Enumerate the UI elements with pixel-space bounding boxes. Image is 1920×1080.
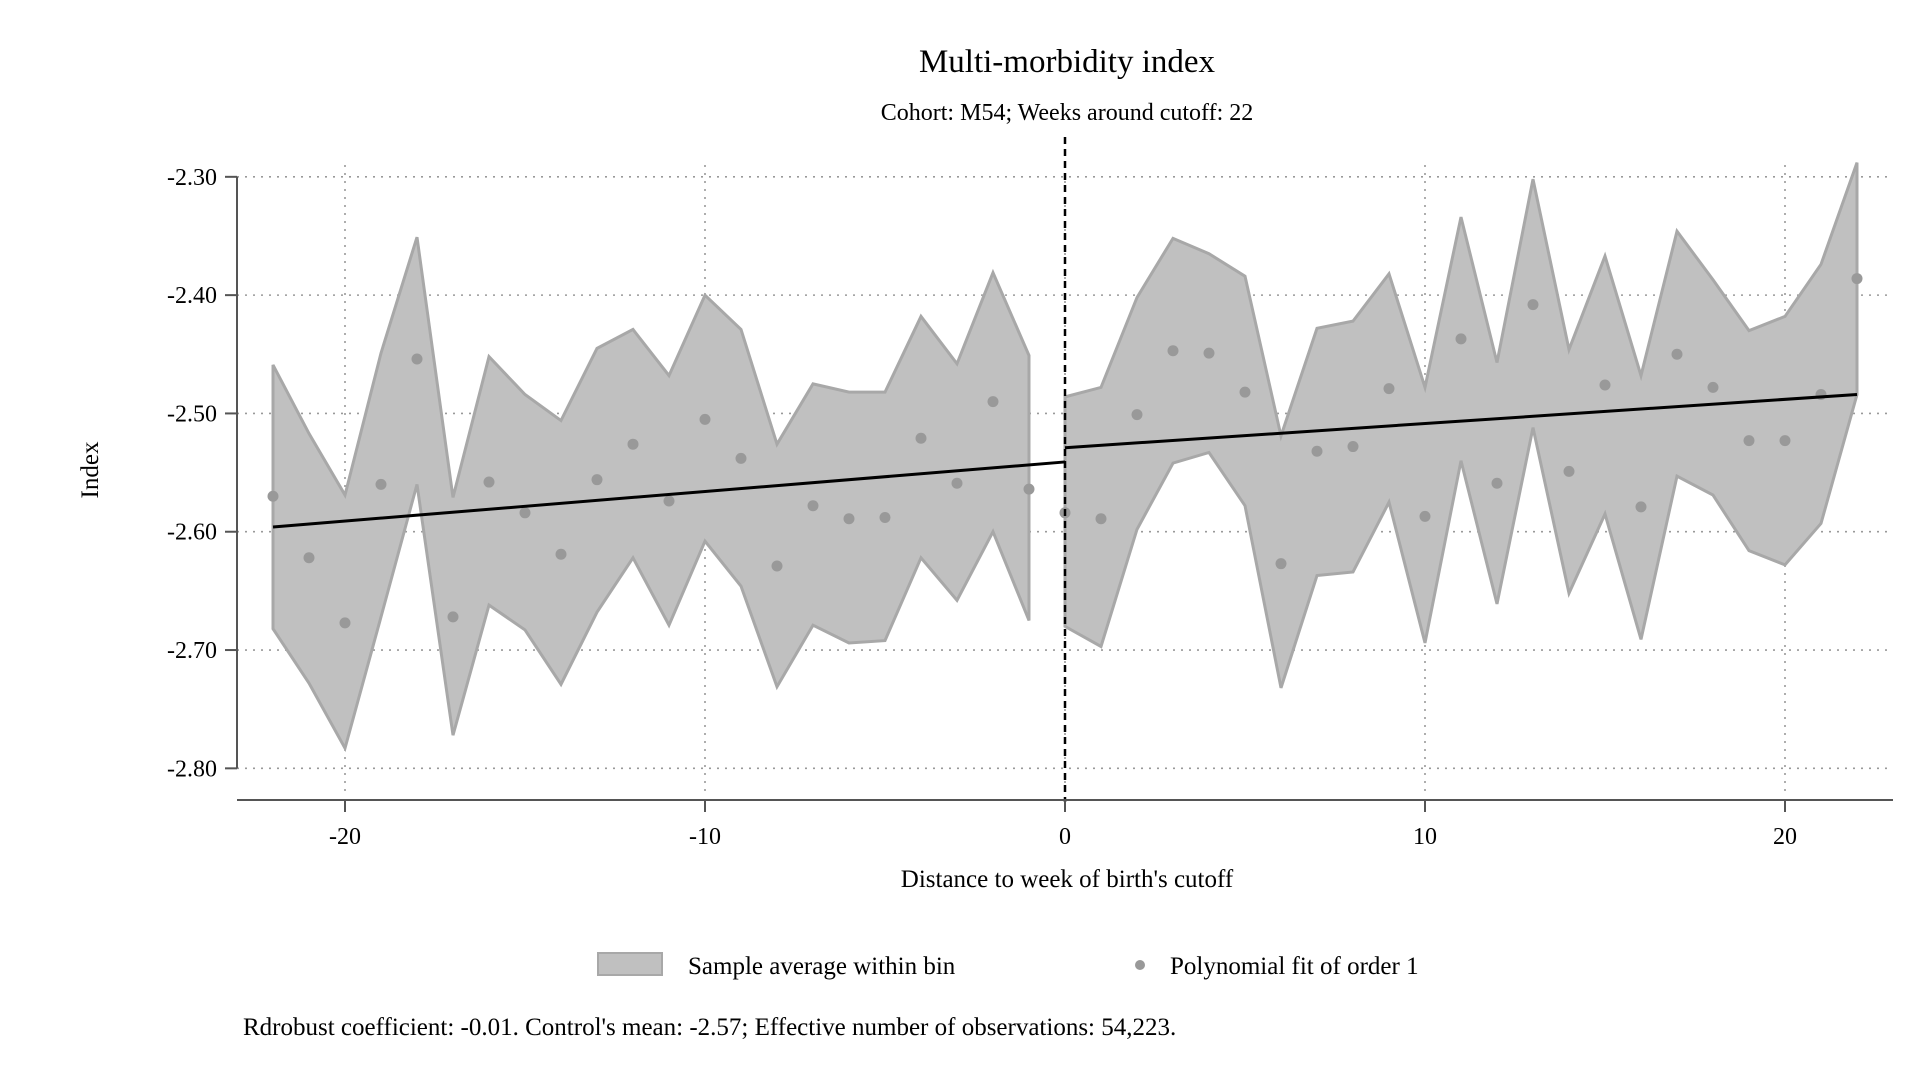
bin-point [987, 396, 999, 408]
bin-point [1203, 347, 1215, 359]
footnote: Rdrobust coefficient: -0.01. Control's m… [243, 1014, 1176, 1041]
bin-point [1851, 273, 1863, 285]
bin-point [807, 500, 819, 512]
legend-band-swatch [597, 952, 663, 976]
bin-point [771, 560, 783, 572]
bin-point [303, 552, 315, 564]
x-axis-title: Distance to week of birth's cutoff [901, 866, 1234, 893]
bin-point [1275, 558, 1287, 570]
y-tick-label: -2.50 [167, 401, 217, 427]
bin-point [591, 474, 603, 486]
x-tick-label: 0 [1059, 824, 1071, 850]
y-axis-title: Index [77, 441, 104, 498]
bin-point [1635, 501, 1647, 513]
y-tick-label: -2.30 [167, 165, 217, 191]
bin-point [1563, 465, 1575, 477]
bin-point [375, 478, 387, 490]
bin-point [1419, 510, 1431, 522]
x-tick-label: -10 [689, 824, 721, 850]
fit-lines [272, 393, 1858, 529]
x-tick-label: -20 [329, 824, 361, 850]
bin-point [267, 490, 279, 502]
fit-line-left [272, 460, 1066, 529]
band-right [1063, 162, 1859, 689]
y-tick-label: -2.40 [167, 283, 217, 309]
bin-point [1239, 386, 1251, 398]
legend-band-label: Sample average within bin [688, 953, 956, 980]
bin-point [1383, 383, 1395, 395]
x-tick-label: 10 [1413, 824, 1437, 850]
legend-point-marker [1135, 960, 1145, 970]
bin-point [1023, 483, 1035, 495]
confidence-band [271, 162, 1859, 753]
band-left [271, 236, 1031, 753]
legend-point-label: Polynomial fit of order 1 [1170, 953, 1419, 980]
bin-point [483, 476, 495, 488]
legend: Sample average within bin Polynomial fit… [597, 952, 1419, 980]
bin-point [951, 477, 963, 489]
chart-title: Multi-morbidity index [919, 44, 1216, 80]
bin-point [1095, 513, 1107, 525]
y-axis: -2.30 -2.40 -2.50 -2.60 -2.70 -2.80 [167, 165, 238, 782]
bin-point [1671, 348, 1683, 360]
bin-point [1707, 381, 1719, 393]
bin-point [447, 611, 459, 623]
bin-point [411, 353, 423, 365]
bin-point [735, 452, 747, 464]
y-tick-label: -2.60 [167, 520, 217, 546]
bin-point [555, 548, 567, 560]
bin-point [1311, 445, 1323, 457]
bin-point [915, 432, 927, 444]
bin-point [1131, 409, 1143, 421]
bin-point [1347, 441, 1359, 453]
bin-point [1527, 299, 1539, 311]
bin-point [1491, 477, 1503, 489]
bin-point [879, 512, 891, 524]
bin-points [267, 273, 1863, 629]
x-axis: -20 -10 0 10 20 [237, 799, 1893, 850]
bin-point [1779, 435, 1791, 447]
bin-point [339, 617, 351, 629]
chart-subtitle: Cohort: M54; Weeks around cutoff: 22 [881, 100, 1253, 126]
y-tick-label: -2.70 [167, 638, 217, 664]
bin-point [519, 507, 531, 519]
fit-line-right [1064, 393, 1858, 450]
bin-point [1167, 345, 1179, 357]
bin-point [1599, 379, 1611, 391]
x-tick-label: 20 [1773, 824, 1797, 850]
y-tick-label: -2.80 [167, 756, 217, 782]
bin-point [843, 513, 855, 525]
bin-point [1455, 333, 1467, 345]
bin-point [663, 495, 675, 507]
bin-point [699, 413, 711, 425]
bin-point [627, 438, 639, 450]
bin-point [1743, 435, 1755, 447]
